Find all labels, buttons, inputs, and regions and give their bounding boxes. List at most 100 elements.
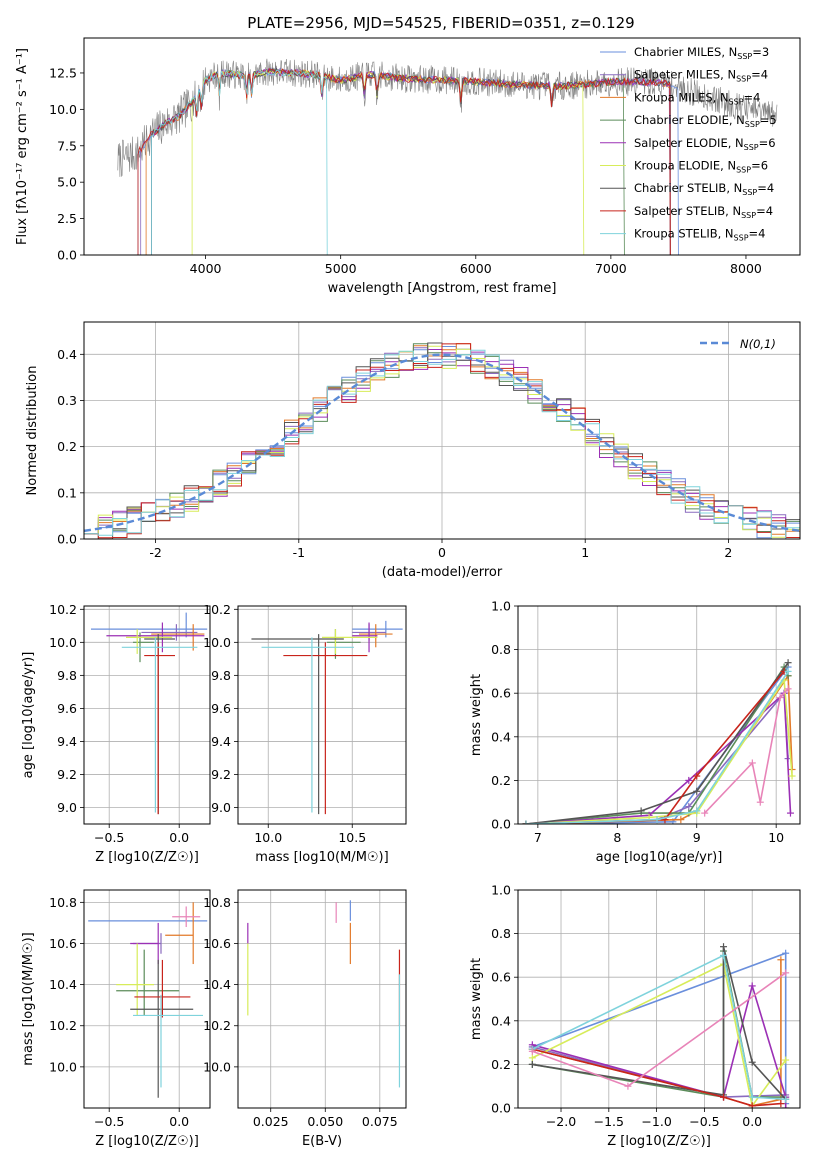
errorbar-point: [144, 634, 175, 815]
weight-series-marker: [522, 820, 530, 824]
y-tick-label: 10.2: [49, 602, 77, 617]
x-tick-label: -1: [293, 545, 305, 560]
y-tick-label: 10.2: [203, 1018, 231, 1033]
y-tick-label: 0.0: [57, 248, 77, 263]
legend-entry: Chabrier STELIB, NSSP=4: [634, 181, 774, 197]
y-tick-label: 9.4: [57, 734, 77, 749]
legend-entry: Chabrier ELODIE, NSSP=5: [634, 113, 777, 129]
y-axis-label: age [log10(age/yr)]: [21, 652, 36, 779]
legend-entry: Kroupa STELIB, NSSP=4: [634, 227, 765, 243]
y-tick-label: 12.5: [49, 65, 77, 80]
axes-frame: [237, 889, 407, 1109]
y-tick-label: 0.2: [57, 439, 77, 454]
axes-frame: [83, 605, 211, 825]
x-tick-label: 1: [581, 545, 589, 560]
weight-series-line: [525, 666, 789, 824]
grid-lines: [84, 606, 210, 824]
weight-series-marker: [653, 816, 661, 824]
gaussian-reference-curve: [84, 353, 800, 533]
y-tick-label: 9.2: [57, 767, 77, 782]
legend-count: =6: [751, 159, 768, 173]
errorbar-point: [116, 943, 154, 1016]
y-tick-label: 10.6: [203, 936, 231, 951]
legend-entry: Salpeter MILES, NSSP=4: [634, 68, 768, 84]
weight-series-marker: [748, 1102, 756, 1108]
y-tick-label: 0.2: [491, 773, 511, 788]
legend-subscript: SSP: [737, 52, 752, 61]
x-tick-label: 0.0: [169, 830, 189, 845]
x-axis-label: wavelength [Angstrom, rest frame]: [328, 281, 557, 296]
errorbar-point: [352, 620, 403, 638]
x-tick-label: 10.0: [254, 830, 282, 845]
y-tick-label: 0.4: [491, 729, 511, 744]
errorbar-point: [261, 637, 354, 813]
legend-subscript: SSP: [742, 188, 757, 197]
y-tick-label: 10.0: [49, 102, 77, 117]
x-tick-label: 0.0: [742, 1114, 762, 1129]
y-tick-label: 10.2: [49, 1018, 77, 1033]
y-tick-label: 10.8: [49, 895, 77, 910]
residual-histogram-step: [84, 343, 800, 539]
y-tick-label: 9.2: [211, 767, 231, 782]
weight-vs-metallicity-panel: −2.0 −1.5 −1.0 −0.5 0.0 0.0 0.2 0.4 0.6 0.8 1.0 Z […: [469, 883, 801, 1149]
mass-vs-metallicity-panel: −0.5 0.0 10.0 10.2 10.4 10.6 10.8 Z [log10(Z/Z☉…: [21, 889, 211, 1149]
legend-entry: Salpeter ELODIE, NSSP=6: [634, 136, 776, 152]
grid-lines: [84, 890, 210, 1108]
y-tick-label: 1.0: [491, 883, 511, 898]
x-tick-label: −0.5: [689, 1114, 719, 1129]
errorbar-point: [116, 949, 180, 1016]
axes-frame: [83, 321, 801, 540]
y-tick-label: 10.4: [49, 977, 77, 992]
legend-count: =4: [756, 204, 773, 218]
model-spectrum-line: [151, 69, 328, 255]
y-tick-label: 10.2: [203, 602, 231, 617]
legend-count: =4: [751, 68, 768, 82]
y-tick-label: 10.0: [203, 1059, 231, 1074]
x-tick-label: 10: [768, 830, 784, 845]
plot-area: [88, 902, 208, 1098]
y-tick-label: 2.5: [57, 211, 77, 226]
weight-series-line: [531, 954, 786, 1101]
weight-series-marker: [782, 969, 790, 977]
observed-spectrum-line: [117, 58, 778, 178]
weight-series-line: [525, 670, 789, 824]
y-tick-label: 9.8: [211, 668, 231, 683]
legend-subscript: SSP: [744, 143, 759, 152]
x-tick-label: −2.0: [546, 1114, 576, 1129]
weight-series-line: [525, 665, 789, 824]
age-vs-metallicity-panel: −0.5 0.0 9.0 9.2 9.4 9.6 9.8 10.0 10.2 Z [log10(Z…: [21, 602, 211, 865]
errorbar-point: [144, 642, 175, 815]
legend-entry: Salpeter STELIB, NSSP=4: [634, 204, 773, 220]
legend-count: =4: [749, 227, 766, 241]
histogram-legend: N(0,1): [700, 337, 776, 351]
weight-series-marker: [786, 809, 794, 817]
axes: −0.5 0.0 9.0 9.2 9.4 9.6 9.8 10.0 10.2 Z [log10(Z…: [21, 602, 211, 865]
model-spectrum-line: [151, 67, 671, 255]
y-tick-label: 10.8: [203, 895, 231, 910]
x-tick-label: 0.025: [253, 1114, 289, 1129]
errorbar-point: [172, 906, 201, 928]
weight-series-line: [532, 1048, 781, 1107]
x-tick-label: 2: [724, 545, 732, 560]
errorbar-point: [283, 642, 368, 815]
x-tick-label: −1.0: [641, 1114, 671, 1129]
weight-series-marker: [748, 1058, 756, 1066]
axes: -2 -1 0 1 2 0.0 0.1 0.2 0.3 0.4 (data-model)/error…: [25, 321, 801, 580]
weight-series-marker: [685, 803, 693, 811]
y-tick-label: 0.0: [491, 1101, 511, 1116]
errorbar-point: [141, 624, 198, 641]
weight-series-marker: [693, 807, 701, 815]
weight-series-marker: [788, 772, 796, 780]
legend-count: =3: [752, 45, 769, 59]
plot-area: [522, 659, 796, 824]
y-tick-label: 10.6: [49, 936, 77, 951]
y-axis-label: mass weight: [469, 958, 484, 1040]
weight-series-marker: [782, 1095, 790, 1103]
legend-entry: Kroupa MILES, NSSP=4: [634, 90, 760, 106]
y-axis-label: mass weight: [469, 674, 484, 756]
grid-lines: [518, 889, 800, 1109]
y-tick-label: 0.6: [491, 970, 511, 985]
weight-series-marker: [720, 943, 728, 951]
model-spectrum-line: [140, 67, 671, 255]
